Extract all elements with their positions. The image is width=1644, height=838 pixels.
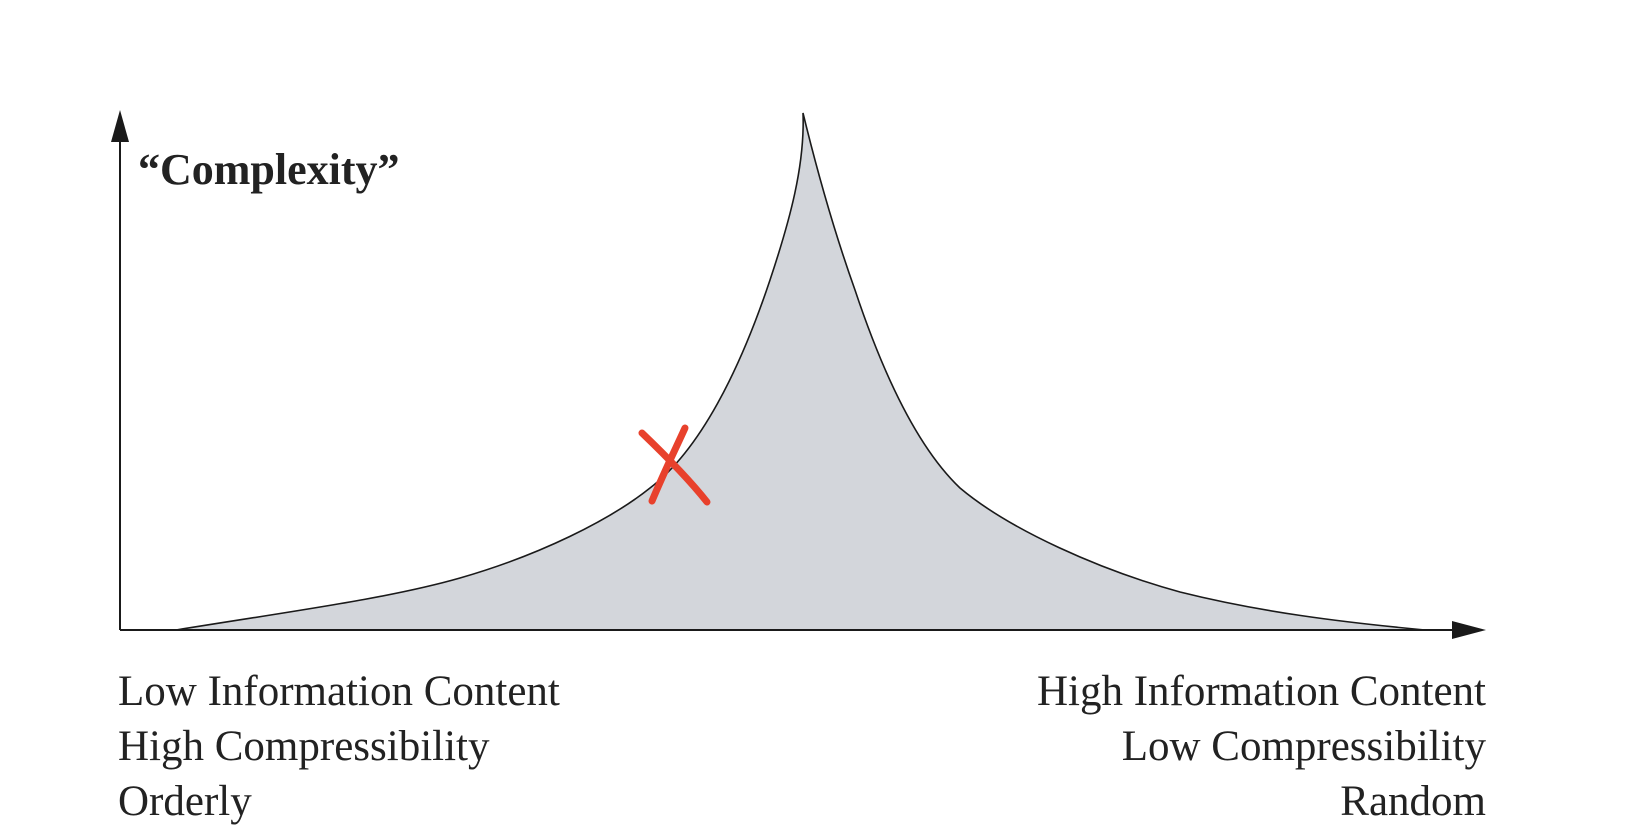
left-label-information: Low Information Content — [118, 668, 560, 715]
right-label-randomness: Random — [1340, 778, 1486, 825]
y-axis-arrowhead — [111, 110, 129, 142]
right-label-information: High Information Content — [1037, 668, 1486, 715]
x-mark-icon — [638, 424, 711, 506]
complexity-curve-area — [175, 112, 1426, 631]
x-axis-arrowhead — [1452, 621, 1486, 639]
left-label-compressibility: High Compressibility — [118, 723, 490, 770]
y-axis-title: “Complexity” — [138, 145, 400, 194]
right-label-compressibility: Low Compressibility — [1122, 723, 1487, 770]
left-label-order: Orderly — [118, 778, 252, 825]
